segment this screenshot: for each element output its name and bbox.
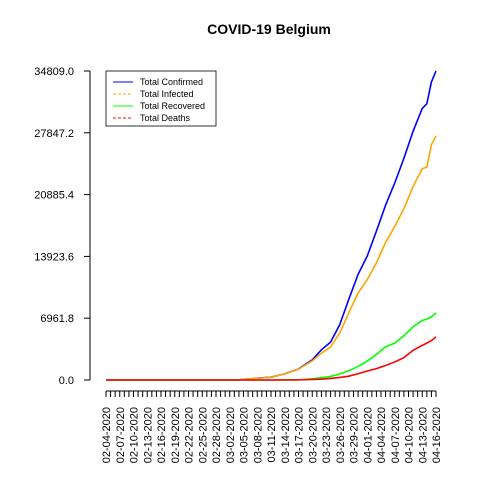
- x-tick-label: 04-01-2020: [362, 407, 374, 463]
- legend-label: Total Confirmed: [140, 77, 203, 87]
- x-tick-label: 02-10-2020: [129, 407, 141, 463]
- x-tick-label: 03-20-2020: [307, 407, 319, 463]
- x-tick-label: 04-07-2020: [390, 407, 402, 463]
- legend-label: Total Infected: [140, 89, 194, 99]
- series-line-total-deaths: [106, 336, 437, 381]
- x-tick-label: 04-10-2020: [404, 407, 416, 463]
- x-tick-label: 02-28-2020: [211, 407, 223, 463]
- y-axis: 0.0 6961.8 13923.6 20885.4 27847.2 34809.0: [34, 66, 91, 387]
- series-layer: [106, 70, 437, 381]
- x-tick-label: 03-17-2020: [294, 407, 306, 463]
- y-tick-label: 0.0: [59, 375, 74, 387]
- x-tick-label: 03-11-2020: [266, 407, 278, 462]
- x-axis: 02-04-2020 02-07-2020 02-10-2020 02-13-2020…: [101, 390, 443, 463]
- x-tick-label: 03-26-2020: [335, 407, 347, 463]
- series-line-total-infected: [106, 135, 437, 381]
- x-tick-label: 03-05-2020: [239, 407, 251, 463]
- x-tick-label: 02-13-2020: [142, 407, 154, 463]
- x-tick-label: 03-23-2020: [321, 407, 333, 463]
- x-tick-label: 02-16-2020: [156, 407, 168, 463]
- legend-box: [105, 70, 217, 127]
- x-tick-label: 04-04-2020: [376, 407, 388, 463]
- x-tick-label: 02-25-2020: [197, 407, 209, 463]
- x-tick-label: 02-04-2020: [101, 407, 113, 463]
- x-tick-label: 04-13-2020: [417, 407, 429, 463]
- y-tick-label: 20885.4: [34, 190, 74, 202]
- series-line-total-recovered: [106, 312, 437, 381]
- y-tick-label: 27847.2: [34, 128, 74, 140]
- y-tick-label: 13923.6: [34, 251, 74, 263]
- x-tick-label: 04-16-2020: [431, 407, 443, 463]
- legend-label: Total Recovered: [140, 101, 205, 111]
- x-tick-label: 02-19-2020: [170, 407, 182, 463]
- x-tick-label: 03-29-2020: [349, 407, 361, 463]
- y-tick-label: 34809.0: [34, 66, 74, 78]
- legend: Total Confirmed Total Infected Total Recov…: [105, 70, 217, 127]
- x-tick-label: 03-08-2020: [252, 407, 264, 463]
- x-tick-label: 02-07-2020: [115, 407, 127, 463]
- legend-label: Total Deaths: [140, 113, 191, 123]
- chart-title: COVID-19 Belgium: [207, 21, 331, 37]
- y-tick-label: 6961.8: [40, 313, 74, 325]
- x-tick-label: 02-22-2020: [184, 407, 196, 463]
- x-tick-label: 03-14-2020: [280, 407, 292, 463]
- x-tick-label: 03-02-2020: [225, 407, 237, 463]
